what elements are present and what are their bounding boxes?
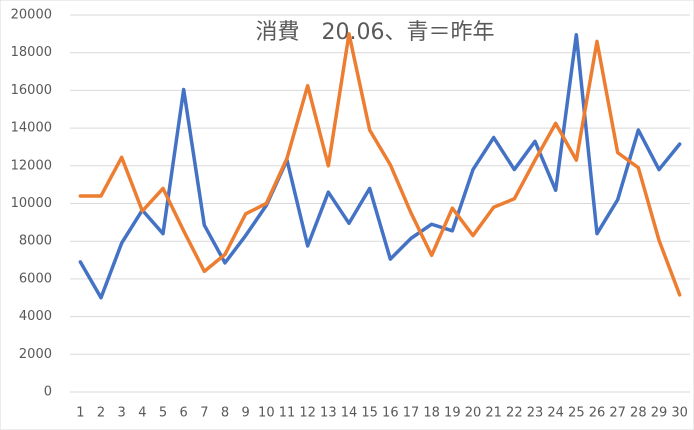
chart-title: 消費 20.06、青＝昨年 (256, 20, 495, 45)
x-tick-label: 15 (361, 406, 378, 421)
y-tick-label: 14000 (11, 121, 52, 136)
x-tick-label: 23 (527, 406, 544, 421)
y-tick-label: 8000 (19, 234, 52, 249)
x-tick-label: 16 (382, 406, 399, 421)
x-tick-label: 17 (403, 406, 420, 421)
x-tick-label: 1 (76, 406, 84, 421)
y-tick-label: 0 (44, 385, 52, 400)
y-tick-label: 2000 (19, 347, 52, 362)
x-tick-label: 14 (341, 406, 358, 421)
y-tick-label: 4000 (19, 309, 52, 324)
x-tick-label: 6 (180, 406, 188, 421)
x-tick-label: 22 (506, 406, 523, 421)
x-tick-label: 28 (630, 406, 647, 421)
y-tick-label: 6000 (19, 271, 52, 286)
x-tick-label: 13 (320, 406, 337, 421)
x-tick-label: 24 (547, 406, 564, 421)
x-tick-label: 9 (242, 406, 250, 421)
x-tick-label: 18 (423, 406, 440, 421)
x-tick-label: 10 (258, 406, 275, 421)
series-line (78, 32, 682, 297)
y-tick-label: 10000 (11, 196, 52, 211)
x-tick-label: 27 (609, 406, 626, 421)
x-tick-label: 7 (200, 406, 208, 421)
y-tick-label: 20000 (11, 8, 52, 23)
x-tick-label: 26 (589, 406, 606, 421)
x-tick-label: 2 (97, 406, 105, 421)
series-line (78, 33, 682, 300)
x-tick-label: 29 (651, 406, 668, 421)
x-tick-label: 3 (118, 406, 126, 421)
x-tick-label: 8 (221, 406, 229, 421)
y-tick-label: 16000 (11, 83, 52, 98)
x-tick-label: 30 (671, 406, 688, 421)
x-tick-label: 11 (279, 406, 296, 421)
y-tick-label: 12000 (11, 158, 52, 173)
x-tick-label: 20 (465, 406, 482, 421)
x-tick-label: 12 (299, 406, 316, 421)
x-tick-label: 21 (485, 406, 502, 421)
x-tick-label: 4 (138, 406, 146, 421)
x-tick-label: 19 (444, 406, 461, 421)
y-tick-label: 18000 (11, 45, 52, 60)
x-tick-label: 5 (159, 406, 167, 421)
x-tick-label: 25 (568, 406, 585, 421)
